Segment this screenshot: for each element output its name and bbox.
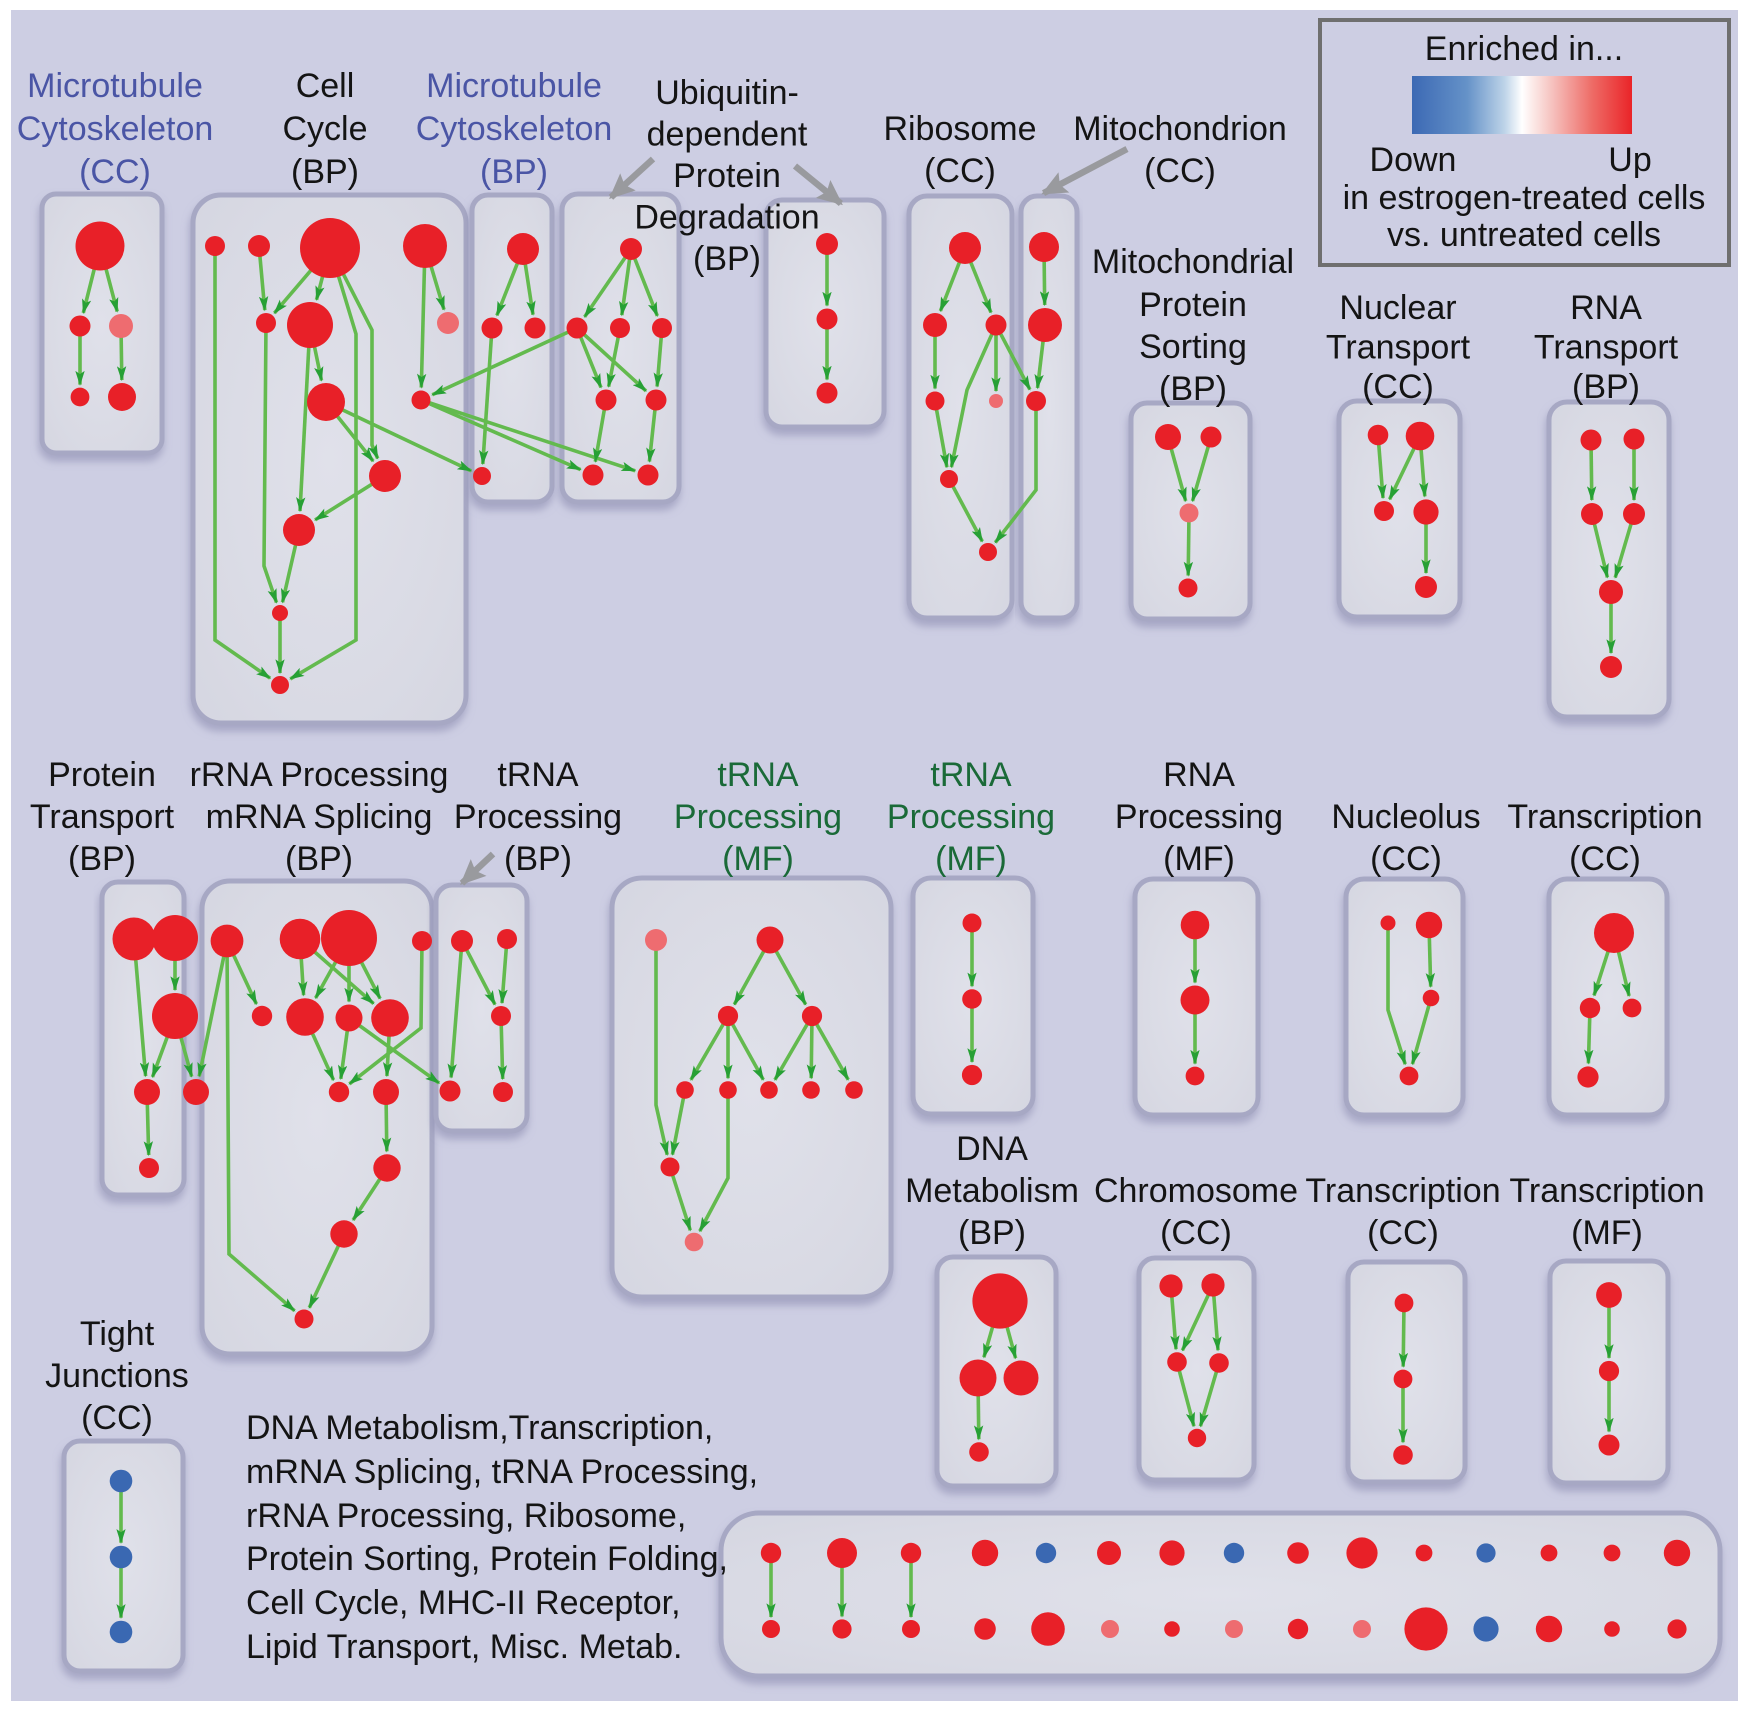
- svg-text:in estrogen-treated cells: in estrogen-treated cells: [1343, 179, 1706, 217]
- svg-text:Cell Cycle, MHC-II Receptor,: Cell Cycle, MHC-II Receptor,: [246, 1584, 681, 1622]
- svg-text:Mitochondrion: Mitochondrion: [1073, 110, 1287, 148]
- svg-text:Transcription: Transcription: [1507, 798, 1702, 836]
- svg-text:(CC): (CC): [81, 1399, 153, 1437]
- svg-text:(CC): (CC): [924, 152, 996, 190]
- svg-text:Microtubule: Microtubule: [27, 67, 203, 105]
- svg-text:(BP): (BP): [1572, 368, 1640, 406]
- svg-text:(BP): (BP): [1159, 370, 1227, 408]
- svg-text:DNA: DNA: [956, 1130, 1028, 1168]
- svg-text:Processing: Processing: [674, 798, 842, 836]
- svg-text:Nuclear: Nuclear: [1339, 289, 1456, 327]
- svg-text:Enriched in...: Enriched in...: [1425, 30, 1623, 68]
- svg-text:Transport: Transport: [1326, 329, 1471, 367]
- svg-text:Protein: Protein: [1139, 286, 1247, 324]
- svg-text:mRNA Splicing: mRNA Splicing: [206, 798, 433, 836]
- svg-text:Ubiquitin-: Ubiquitin-: [655, 74, 799, 112]
- svg-text:(CC): (CC): [1362, 368, 1434, 406]
- svg-text:Transport: Transport: [1534, 329, 1679, 367]
- svg-text:Degradation: Degradation: [634, 199, 819, 237]
- svg-text:Cell: Cell: [296, 67, 355, 105]
- svg-text:mRNA Splicing, tRNA Processing: mRNA Splicing, tRNA Processing,: [246, 1453, 758, 1491]
- svg-text:(MF): (MF): [722, 840, 794, 878]
- svg-text:(CC): (CC): [79, 153, 151, 191]
- svg-text:(BP): (BP): [958, 1214, 1026, 1252]
- svg-text:Up: Up: [1608, 141, 1651, 179]
- svg-text:Sorting: Sorting: [1139, 328, 1247, 366]
- svg-text:Transport: Transport: [30, 798, 175, 836]
- svg-text:Cycle: Cycle: [282, 110, 367, 148]
- svg-text:tRNA: tRNA: [717, 756, 799, 794]
- svg-text:rRNA Processing: rRNA Processing: [190, 756, 449, 794]
- svg-text:(BP): (BP): [480, 153, 548, 191]
- svg-text:dependent: dependent: [647, 116, 808, 154]
- svg-text:(BP): (BP): [504, 840, 572, 878]
- svg-text:RNA: RNA: [1163, 756, 1235, 794]
- svg-text:(CC): (CC): [1160, 1214, 1232, 1252]
- svg-text:(MF): (MF): [1571, 1214, 1643, 1252]
- svg-text:Processing: Processing: [1115, 798, 1283, 836]
- svg-text:(MF): (MF): [935, 840, 1007, 878]
- svg-text:vs. untreated cells: vs. untreated cells: [1387, 216, 1661, 254]
- svg-text:Cytoskeleton: Cytoskeleton: [416, 110, 613, 148]
- svg-text:Protein Sorting, Protein Foldi: Protein Sorting, Protein Folding,: [246, 1540, 728, 1578]
- svg-text:Microtubule: Microtubule: [426, 67, 602, 105]
- svg-text:rRNA Processing, Ribosome,: rRNA Processing, Ribosome,: [246, 1497, 686, 1535]
- svg-text:tRNA: tRNA: [497, 756, 579, 794]
- svg-text:Cytoskeleton: Cytoskeleton: [17, 110, 214, 148]
- svg-text:tRNA: tRNA: [930, 756, 1012, 794]
- svg-text:Transcription: Transcription: [1509, 1172, 1704, 1210]
- svg-text:Junctions: Junctions: [45, 1357, 189, 1395]
- svg-text:Processing: Processing: [887, 798, 1055, 836]
- svg-text:Ribosome: Ribosome: [883, 110, 1036, 148]
- svg-text:Nucleolus: Nucleolus: [1331, 798, 1480, 836]
- svg-text:Protein: Protein: [673, 157, 781, 195]
- svg-text:Processing: Processing: [454, 798, 622, 836]
- svg-text:Metabolism: Metabolism: [905, 1172, 1079, 1210]
- svg-text:(BP): (BP): [285, 840, 353, 878]
- svg-text:Tight: Tight: [80, 1315, 155, 1353]
- svg-text:Down: Down: [1370, 141, 1457, 179]
- svg-text:(MF): (MF): [1163, 840, 1235, 878]
- svg-text:(BP): (BP): [291, 153, 359, 191]
- svg-text:(BP): (BP): [693, 240, 761, 278]
- svg-text:(CC): (CC): [1367, 1214, 1439, 1252]
- svg-text:Mitochondrial: Mitochondrial: [1092, 243, 1294, 281]
- svg-text:(BP): (BP): [68, 840, 136, 878]
- svg-text:(CC): (CC): [1144, 152, 1216, 190]
- svg-text:Protein: Protein: [48, 756, 156, 794]
- svg-text:Transcription: Transcription: [1305, 1172, 1500, 1210]
- svg-text:(CC): (CC): [1370, 840, 1442, 878]
- svg-text:Chromosome: Chromosome: [1094, 1172, 1298, 1210]
- svg-text:DNA Metabolism,Transcription,: DNA Metabolism,Transcription,: [246, 1409, 713, 1447]
- svg-text:RNA: RNA: [1570, 289, 1642, 327]
- svg-text:Lipid Transport, Misc. Metab.: Lipid Transport, Misc. Metab.: [246, 1628, 683, 1666]
- svg-text:(CC): (CC): [1569, 840, 1641, 878]
